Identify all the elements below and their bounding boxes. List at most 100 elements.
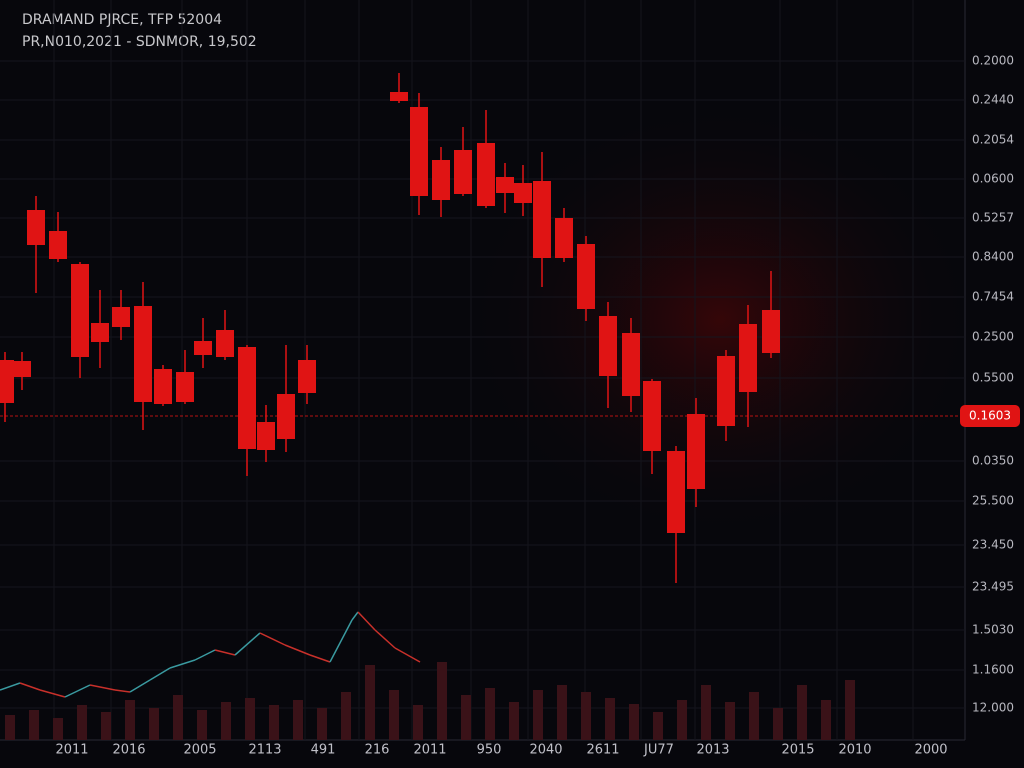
volume-bar: [629, 704, 639, 740]
volume-bar: [173, 695, 183, 740]
candle-body: [390, 92, 408, 101]
candle-body: [410, 107, 428, 196]
x-tick-label: 2010: [838, 743, 871, 758]
volume-bar: [725, 702, 735, 740]
indicator-line: [234, 632, 261, 656]
x-tick-label: 491: [311, 743, 336, 758]
indicator-line: [39, 689, 66, 698]
candle-body: [577, 244, 595, 309]
candle-body: [454, 150, 472, 194]
x-tick-label: 216: [365, 743, 390, 758]
volume-bar: [581, 692, 591, 740]
volume-bar: [821, 700, 831, 740]
candle-body: [298, 360, 316, 393]
candle-body: [134, 306, 152, 402]
y-tick-label: 1.5030: [972, 623, 1014, 637]
candle-body: [687, 414, 705, 489]
volume-bar: [509, 702, 519, 740]
x-tick-label: 2040: [529, 743, 562, 758]
indicator-line: [284, 644, 311, 656]
candle-body: [514, 183, 532, 203]
candle-body: [477, 143, 495, 206]
x-tick-label: 2113: [248, 743, 281, 758]
indicator-line: [169, 659, 196, 669]
candle-body: [0, 360, 14, 403]
y-tick-label: 0.0600: [972, 172, 1014, 186]
indicator-line: [0, 682, 21, 691]
y-tick-label: 0.2000: [972, 54, 1014, 68]
volume-bar: [77, 705, 87, 740]
volume-bar: [437, 662, 447, 740]
indicator-line: [89, 684, 116, 691]
indicator-line: [214, 649, 236, 656]
candle-body: [277, 394, 295, 439]
y-tick-label: 0.7454: [972, 290, 1014, 304]
y-tick-label: 0.5257: [972, 211, 1014, 225]
last-price-badge: [960, 405, 1020, 427]
candle-body: [71, 264, 89, 357]
candle-body: [91, 323, 109, 342]
x-tick-label: 2005: [183, 743, 216, 758]
volume-bar: [389, 690, 399, 740]
indicator-line: [374, 629, 396, 649]
indicator-line: [309, 654, 331, 663]
volume-bar: [269, 705, 279, 740]
volume-bar: [29, 710, 39, 740]
candle-body: [112, 307, 130, 327]
candle-body: [27, 210, 45, 245]
volume-bar: [413, 705, 423, 740]
volume-bar: [101, 712, 111, 740]
volume-bar: [773, 708, 783, 740]
candle-body: [533, 181, 551, 258]
candle-body: [667, 451, 685, 533]
candle-body: [599, 316, 617, 376]
y-tick-label: 0.2500: [972, 330, 1014, 344]
candle-body: [216, 330, 234, 357]
candle-body: [555, 218, 573, 258]
x-tick-label: 2015: [781, 743, 814, 758]
y-tick-label: 25.500: [972, 494, 1014, 508]
candle-body: [496, 177, 514, 193]
candle-body: [176, 372, 194, 402]
x-tick-label: 2011: [413, 743, 446, 758]
indicator-line: [351, 611, 359, 621]
indicator-line: [194, 649, 216, 661]
volume-bar: [5, 715, 15, 740]
x-tick-label: JU77: [643, 743, 674, 758]
candle-body: [49, 231, 67, 259]
last-price-label: 0.1603: [969, 409, 1011, 423]
indicator-line: [64, 684, 91, 698]
volume-bar: [293, 700, 303, 740]
candles: [0, 73, 780, 583]
x-tick-label: 950: [477, 743, 502, 758]
y-tick-label: 1.1600: [972, 663, 1014, 677]
volume-bar: [365, 665, 375, 740]
volume-bar: [245, 698, 255, 740]
volume-bar: [485, 688, 495, 740]
candle-body: [622, 333, 640, 396]
volume-bar: [797, 685, 807, 740]
candle-body: [739, 324, 757, 392]
indicator-line: [259, 632, 286, 646]
volume-bar: [749, 692, 759, 740]
volume-bar: [653, 712, 663, 740]
volume-bar: [845, 680, 855, 740]
indicator-line: [149, 667, 171, 681]
volume-bar: [533, 690, 543, 740]
axis-labels: 0.2000 0.2440 0.2054 0.0600 0.5257 0.8400 0.74…: [55, 54, 1020, 758]
volume-bar: [53, 718, 63, 740]
volume-bar: [149, 708, 159, 740]
candle-body: [432, 160, 450, 200]
candle-body: [762, 310, 780, 353]
volume-bar: [125, 700, 135, 740]
volume-bar: [197, 710, 207, 740]
y-tick-label: 0.2440: [972, 93, 1014, 107]
indicator-line: [129, 679, 151, 693]
candle-body: [717, 356, 735, 426]
volume-bar: [317, 708, 327, 740]
volume-bar: [221, 702, 231, 740]
x-tick-label: 2011: [55, 743, 88, 758]
y-tick-label: 0.2054: [972, 133, 1014, 147]
